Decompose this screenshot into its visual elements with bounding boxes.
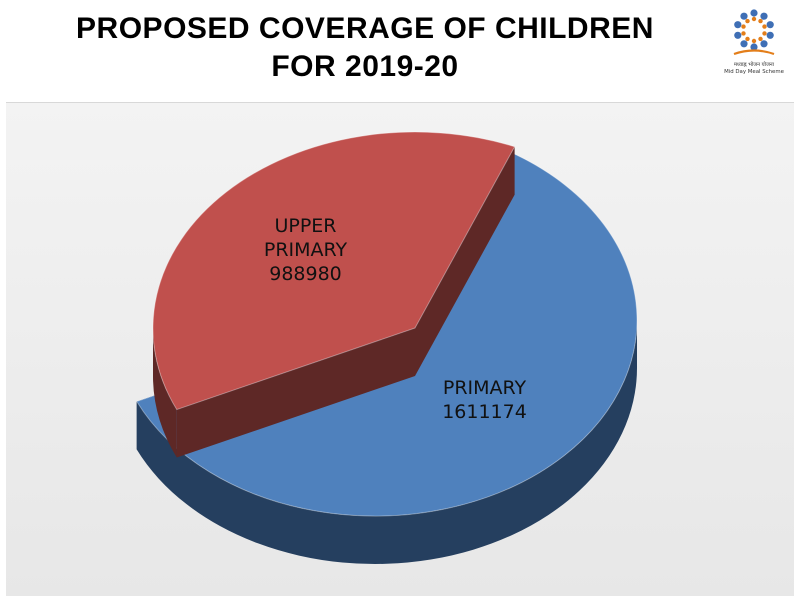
logo-plate-icon (751, 16, 757, 22)
logo-person-icon (734, 21, 742, 29)
pie-slice-1-side (153, 328, 177, 458)
logo-person-icon (750, 43, 758, 51)
slice-value-1: 988980 (269, 263, 342, 285)
logo-plate-icon (758, 36, 763, 42)
logo-person-icon (750, 9, 758, 17)
slice-label-0: PRIMARY 1611174 (442, 377, 527, 423)
logo-plate-icon (751, 38, 757, 44)
logo-person-icon (760, 40, 768, 48)
logo-text-english: Mid Day Meal Scheme (724, 69, 784, 75)
logo-plate-icon (762, 31, 767, 36)
slice-name-1-0: UPPER (274, 215, 336, 237)
slice-name-0-0: PRIMARY (443, 377, 527, 399)
title-line-1: PROPOSED COVERAGE OF CHILDREN (76, 12, 654, 45)
slice-label-1: UPPER PRIMARY 988980 (264, 215, 348, 285)
logo-person-icon (766, 21, 774, 29)
pie-slice-1-cut-face-0 (176, 328, 415, 458)
pie-slice-1-cut-face-1 (415, 146, 515, 376)
chart-title: PROPOSED COVERAGE OF CHILDREN FOR 2019-2… (0, 10, 730, 86)
mid-day-meal-logo-icon: मध्याह्न भोजन योजना Mid Day Meal Scheme (724, 9, 785, 75)
logo-plate-icon (745, 18, 750, 24)
pie-slice-1-top (152, 131, 516, 411)
logo-arc-icon (733, 49, 775, 56)
logo-plate-icon (745, 36, 750, 42)
logo-person-icon (766, 31, 774, 39)
pie-slice-0-side (136, 320, 637, 564)
logo-plate-icon (762, 24, 767, 29)
logo-person-icon (734, 31, 742, 39)
title-line-2: FOR 2019-20 (271, 50, 459, 83)
logo-plate-icon (741, 31, 746, 36)
logo-person-icon (760, 12, 768, 20)
logo-person-icon (740, 40, 748, 48)
logo-text-hindi: मध्याह्न भोजन योजना (734, 61, 775, 68)
slice-name-1-1: PRIMARY (264, 239, 348, 261)
pie-slice-1 (152, 131, 516, 458)
slice-value-0: 1611174 (442, 401, 527, 423)
logo-plate-icon (741, 24, 746, 29)
logo-person-icon (740, 12, 748, 20)
logo-plate-icon (758, 18, 763, 24)
